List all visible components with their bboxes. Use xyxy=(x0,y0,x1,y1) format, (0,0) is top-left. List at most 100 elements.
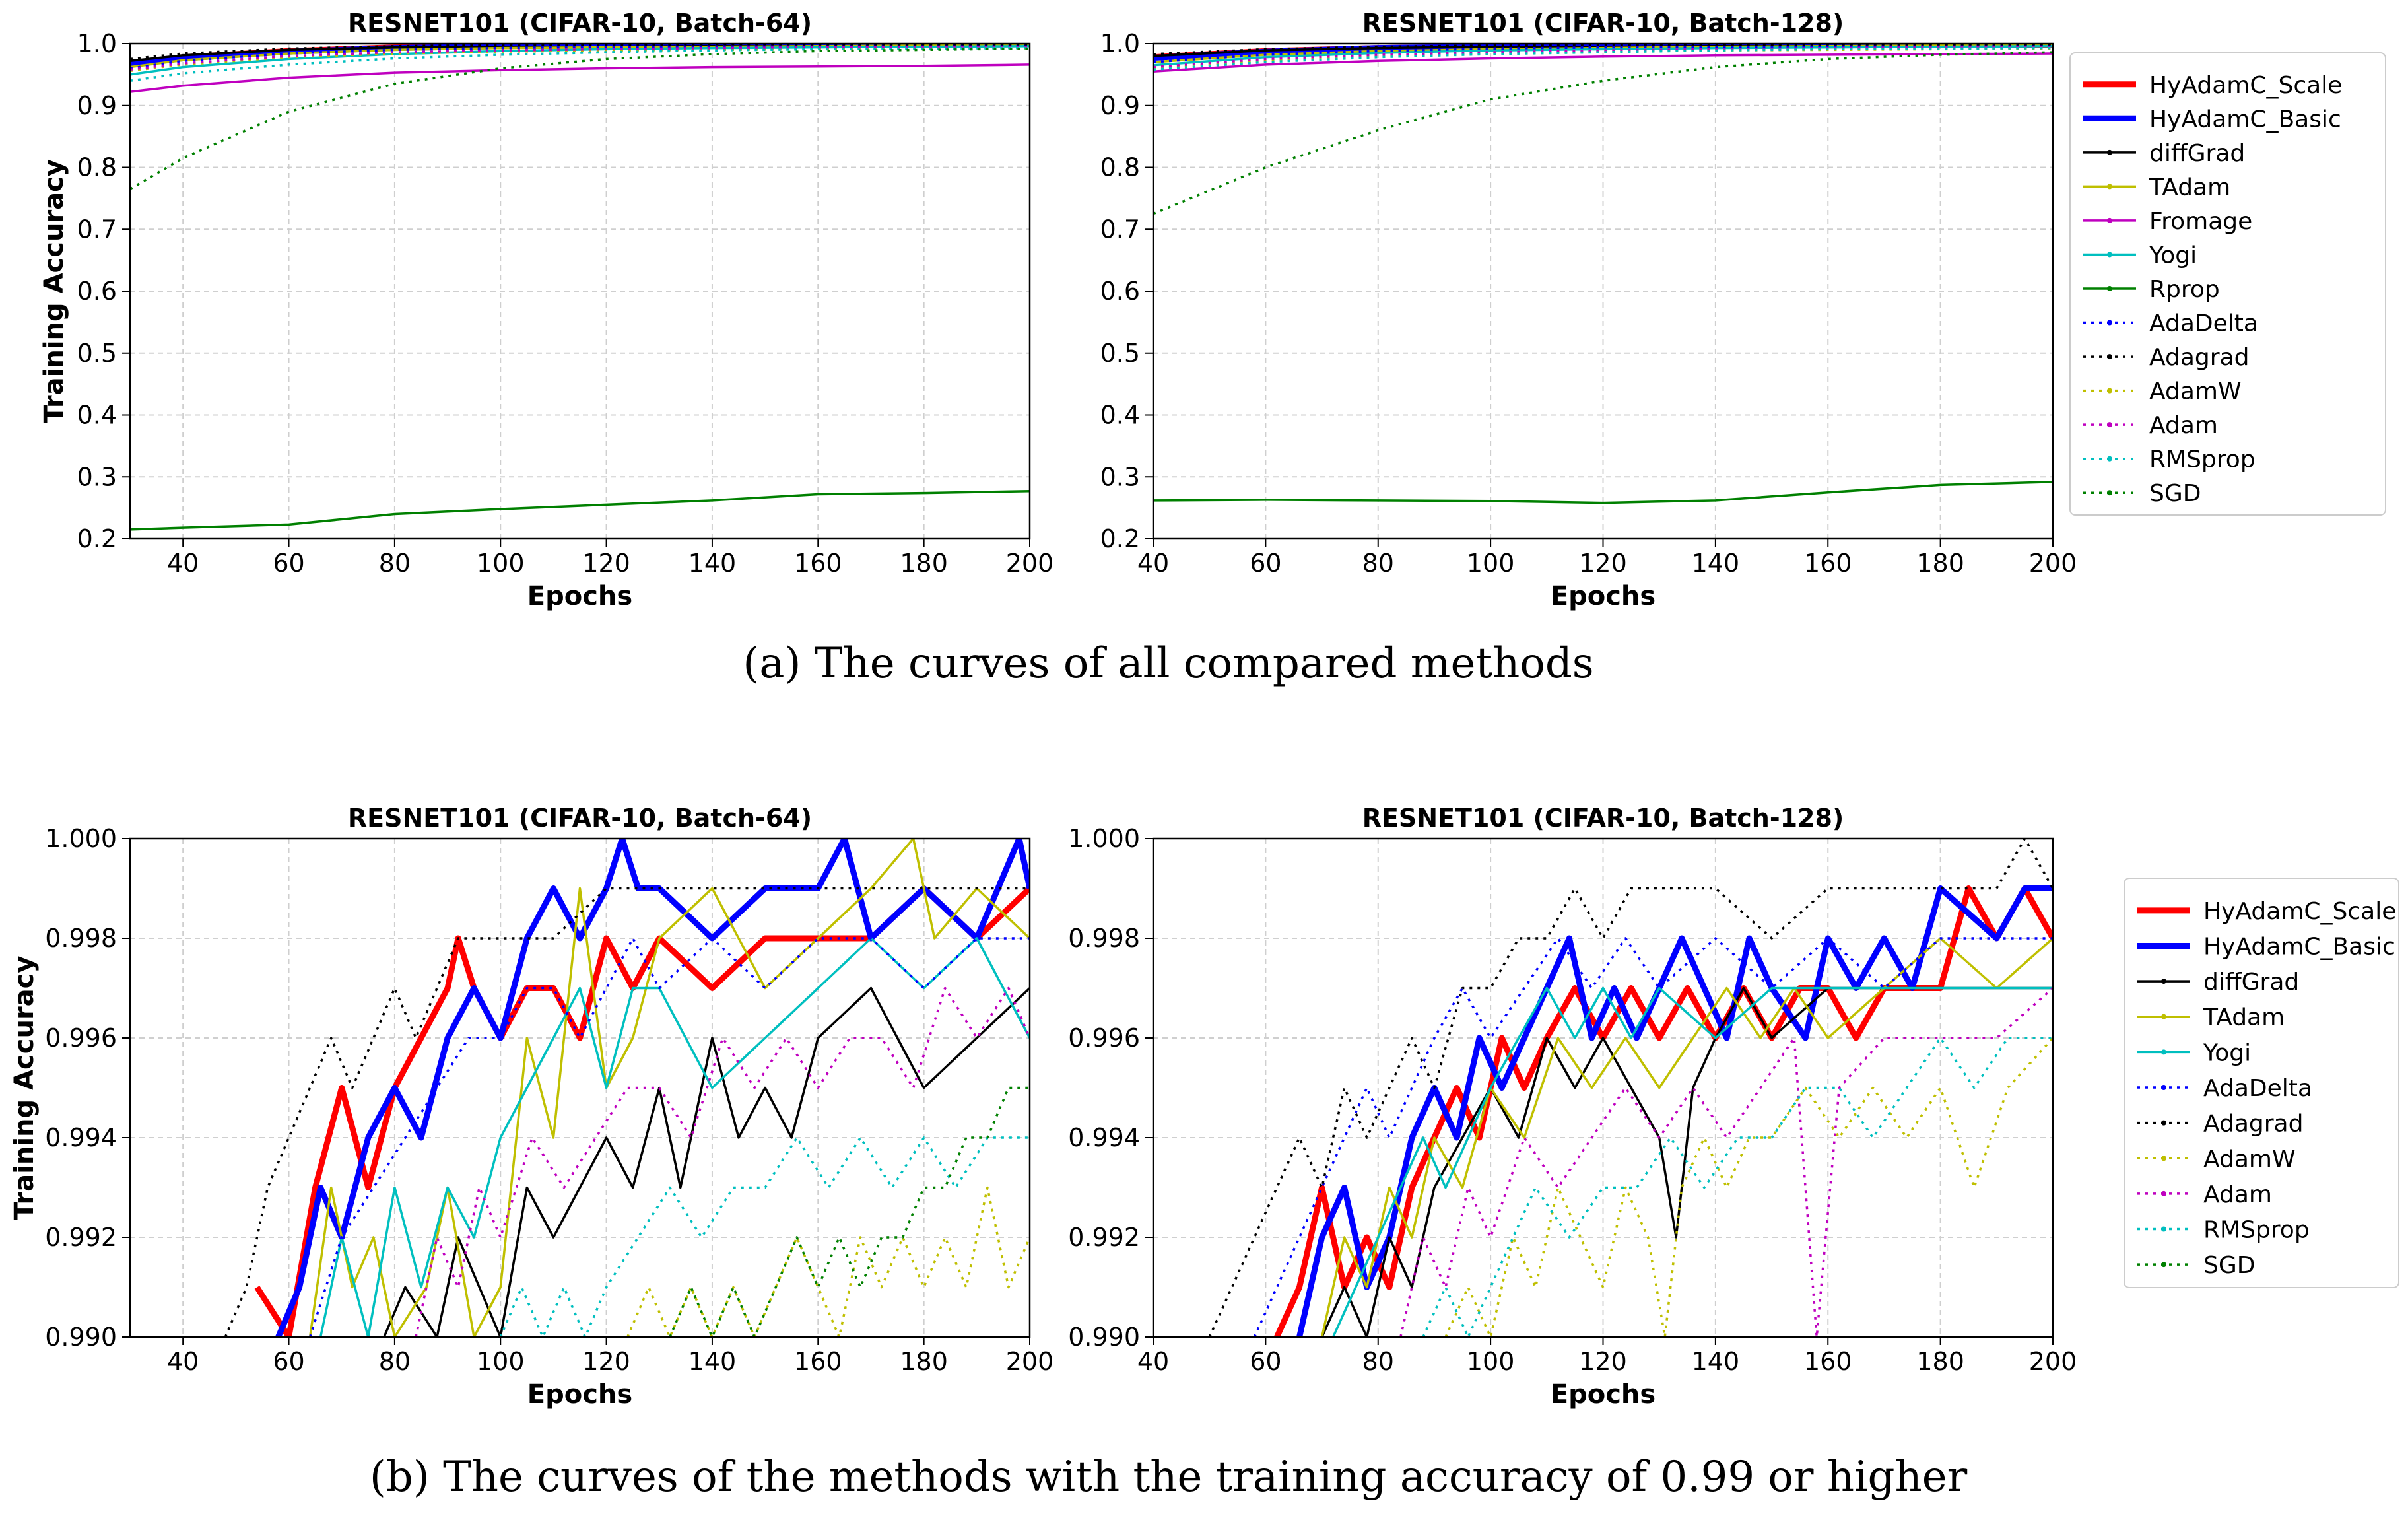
legend-label-HyAdamC_Scale: HyAdamC_Scale xyxy=(2203,898,2396,925)
xtick-label: 40 xyxy=(1137,549,1169,578)
legend-marker-SGD xyxy=(2107,490,2112,496)
legend-marker-Rprop xyxy=(2107,286,2112,291)
ytick-label: 1.0 xyxy=(1100,29,1140,58)
ytick-label: 0.994 xyxy=(45,1123,117,1152)
legend-marker-AdaDelta xyxy=(2107,320,2112,326)
series-Yogi xyxy=(319,937,1030,1337)
legend: HyAdamC_Scale HyAdamC_Basic diffGrad TAdam Y… xyxy=(2124,878,2399,1288)
ytick-label: 0.998 xyxy=(45,924,117,953)
ytick-label: 0.6 xyxy=(1100,277,1140,306)
xtick-label: 60 xyxy=(273,1347,304,1376)
xtick-label: 180 xyxy=(1916,549,1964,578)
chart-title: RESNET101 (CIFAR-10, Batch-128) xyxy=(1362,804,1844,833)
ytick-label: 0.990 xyxy=(1068,1323,1140,1352)
chart-title: RESNET101 (CIFAR-10, Batch-64) xyxy=(348,9,812,38)
series-RMSprop xyxy=(1422,1037,2053,1337)
xtick-label: 120 xyxy=(1579,549,1627,578)
legend-marker-Adagrad xyxy=(2161,1120,2166,1126)
ytick-label: 0.3 xyxy=(77,462,117,491)
xtick-label: 180 xyxy=(900,1347,948,1376)
series-TAdam xyxy=(130,44,1030,69)
legend-label-TAdam: TAdam xyxy=(2203,1004,2285,1031)
ytick-label: 0.8 xyxy=(77,153,117,182)
series-diffGrad xyxy=(383,986,1030,1337)
ytick-label: 0.7 xyxy=(77,215,117,244)
legend-marker-Adam xyxy=(2107,422,2112,428)
legend-label-Adagrad: Adagrad xyxy=(2149,344,2249,371)
chart-title: RESNET101 (CIFAR-10, Batch-128) xyxy=(1362,9,1844,38)
series-Fromage xyxy=(1153,52,2053,73)
xtick-label: 100 xyxy=(477,549,525,578)
legend-label-AdamW: AdamW xyxy=(2203,1146,2296,1173)
series-AdamW xyxy=(626,1186,1030,1337)
xtick-label: 60 xyxy=(1250,1347,1281,1376)
ytick-label: 0.5 xyxy=(1100,339,1140,368)
legend-marker-HyAdamC_Scale xyxy=(2107,81,2112,87)
legend-label-Adam: Adam xyxy=(2203,1181,2272,1208)
x-axis-label: Epochs xyxy=(1551,1379,1656,1410)
legend-label-diffGrad: diffGrad xyxy=(2149,140,2245,167)
legend-label-AdaDelta: AdaDelta xyxy=(2149,310,2258,337)
xtick-label: 140 xyxy=(1692,1347,1740,1376)
xtick-label: 80 xyxy=(1362,549,1394,578)
series-HyAdamC_Scale xyxy=(254,885,1030,1337)
legend-label-SGD: SGD xyxy=(2149,480,2201,507)
ytick-label: 0.6 xyxy=(77,277,117,306)
series-HyAdamC_Basic xyxy=(275,839,1030,1337)
xtick-label: 180 xyxy=(900,549,948,578)
ytick-label: 0.990 xyxy=(45,1323,117,1352)
legend-label-AdamW: AdamW xyxy=(2149,378,2242,405)
series-AdaDelta xyxy=(1253,937,2053,1337)
series-Yogi xyxy=(1153,45,2053,67)
ytick-label: 1.0 xyxy=(77,29,117,58)
legend-marker-Adagrad xyxy=(2107,354,2112,360)
xtick-label: 200 xyxy=(2029,1347,2077,1376)
series-Yogi xyxy=(1332,986,2053,1337)
ytick-label: 0.5 xyxy=(77,339,117,368)
xtick-label: 180 xyxy=(1916,1347,1964,1376)
ytick-label: 0.3 xyxy=(1100,462,1140,491)
series-Adam xyxy=(1399,987,2053,1337)
ytick-label: 0.992 xyxy=(1068,1223,1140,1252)
ytick-label: 0.2 xyxy=(77,524,117,553)
series-TAdam xyxy=(1153,44,2053,63)
legend-label-Adagrad: Adagrad xyxy=(2203,1111,2303,1138)
legend-box xyxy=(2124,878,2399,1288)
plot-frame xyxy=(129,42,1031,540)
legend-marker-diffGrad xyxy=(2107,149,2112,155)
ytick-label: 0.2 xyxy=(1100,524,1140,553)
legend-label-Fromage: Fromage xyxy=(2149,208,2252,235)
ytick-label: 0.996 xyxy=(1068,1023,1140,1052)
series-HyAdamC_Scale xyxy=(1274,885,2053,1337)
legend-marker-diffGrad xyxy=(2161,979,2166,984)
xtick-label: 80 xyxy=(1362,1347,1394,1376)
legend-label-TAdam: TAdam xyxy=(2149,174,2230,201)
legend-label-Yogi: Yogi xyxy=(2149,242,2197,269)
xtick-label: 40 xyxy=(167,1347,199,1376)
ytick-label: 0.9 xyxy=(77,91,117,120)
xtick-label: 120 xyxy=(582,549,630,578)
xtick-label: 100 xyxy=(1467,549,1515,578)
legend-label-RMSprop: RMSprop xyxy=(2203,1217,2310,1244)
ytick-label: 0.7 xyxy=(1100,215,1140,244)
legend-label-Rprop: Rprop xyxy=(2149,276,2220,303)
series-TAdam xyxy=(1320,937,2053,1337)
legend-marker-HyAdamC_Basic xyxy=(2107,116,2112,121)
chart-b2: 40 60 80 100 120 140 160 180 200 0.990 0.992 0.994 0… xyxy=(1068,804,2399,1410)
legend-marker-TAdam xyxy=(2161,1014,2166,1019)
series-TAdam xyxy=(308,839,1030,1337)
xtick-label: 160 xyxy=(794,1347,842,1376)
legend-label-Yogi: Yogi xyxy=(2203,1039,2251,1066)
xtick-label: 140 xyxy=(1692,549,1740,578)
xtick-label: 160 xyxy=(794,549,842,578)
legend-marker-RMSprop xyxy=(2161,1226,2166,1232)
plot-frame xyxy=(1152,42,2054,540)
x-axis-label: Epochs xyxy=(527,1379,632,1410)
xtick-label: 160 xyxy=(1804,549,1852,578)
xtick-label: 120 xyxy=(1579,1347,1627,1376)
series-Adam xyxy=(415,986,1030,1337)
xtick-label: 40 xyxy=(167,549,199,578)
ytick-label: 0.4 xyxy=(77,401,117,430)
legend-label-SGD: SGD xyxy=(2203,1252,2255,1279)
